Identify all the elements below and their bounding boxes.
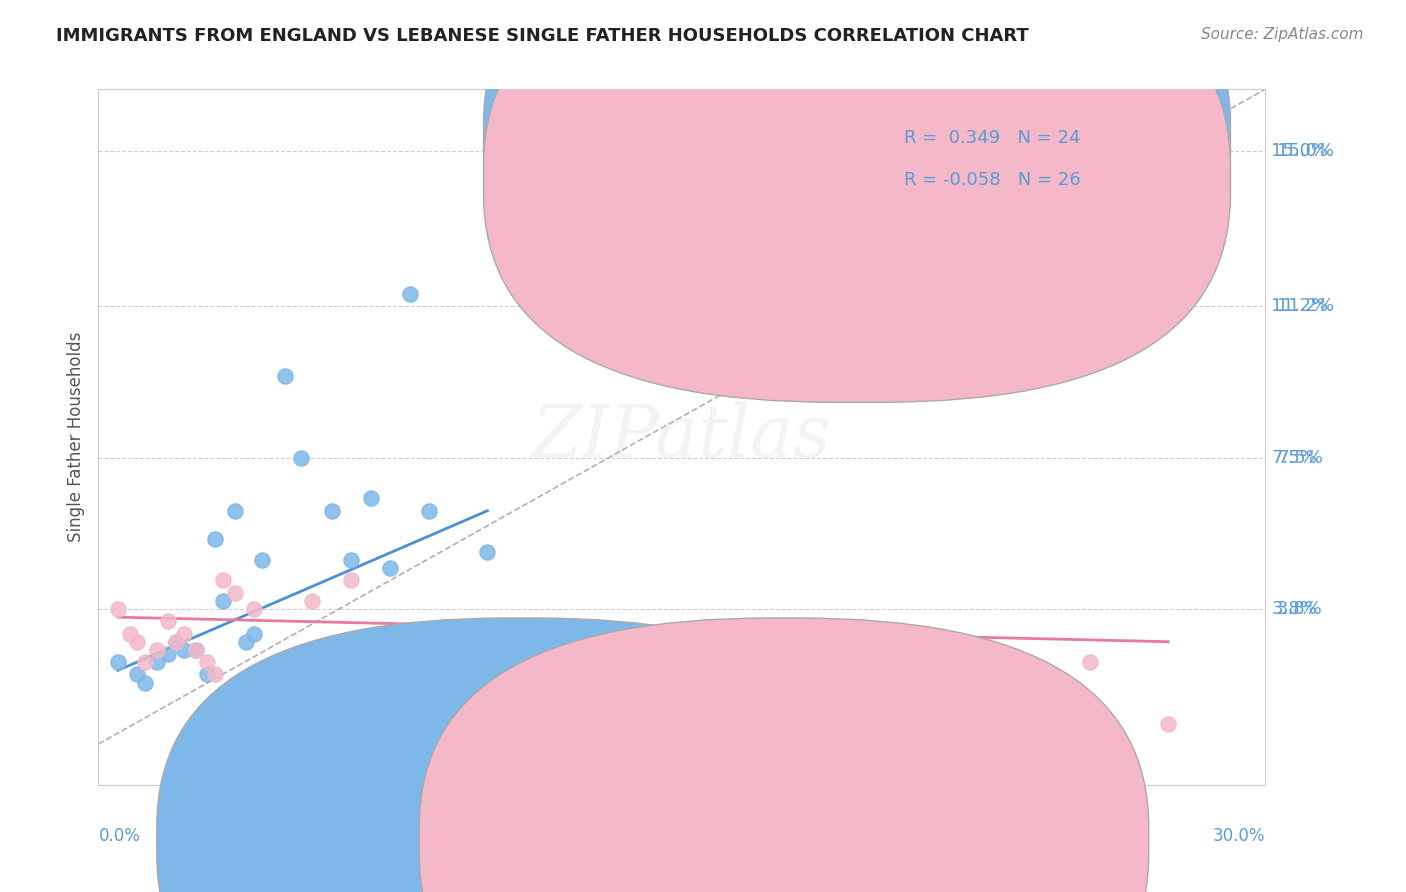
Point: [173, 626, 195, 640]
Point: [107, 655, 129, 669]
Point: [690, 675, 713, 690]
Point: [398, 286, 420, 301]
Point: [146, 655, 169, 669]
FancyBboxPatch shape: [823, 110, 1230, 208]
Text: ZIPatlas: ZIPatlas: [531, 401, 832, 473]
Point: [250, 553, 273, 567]
Point: [943, 643, 966, 657]
Point: [224, 504, 246, 518]
Point: [380, 561, 402, 575]
Point: [1157, 716, 1180, 731]
Text: 15.0%: 15.0%: [1277, 142, 1334, 160]
Point: [290, 450, 312, 465]
Point: [301, 594, 323, 608]
Point: [134, 655, 156, 669]
Text: R = -0.058   N = 26: R = -0.058 N = 26: [904, 170, 1080, 188]
Point: [380, 655, 402, 669]
Point: [360, 491, 382, 506]
Point: [274, 368, 297, 383]
Point: [134, 675, 156, 690]
Text: 0.0%: 0.0%: [98, 827, 141, 845]
Text: 3.8%: 3.8%: [1277, 600, 1323, 618]
Point: [554, 643, 576, 657]
Point: [165, 634, 187, 648]
Point: [321, 504, 343, 518]
Text: Immigrants from England: Immigrants from England: [541, 835, 754, 853]
FancyBboxPatch shape: [484, 0, 1230, 402]
Text: 11.2%: 11.2%: [1271, 297, 1329, 315]
Point: [195, 655, 218, 669]
Point: [340, 553, 363, 567]
FancyBboxPatch shape: [484, 0, 1230, 360]
Y-axis label: Single Father Households: Single Father Households: [66, 332, 84, 542]
Point: [477, 737, 499, 751]
Point: [274, 667, 297, 681]
Point: [195, 667, 218, 681]
Text: IMMIGRANTS FROM ENGLAND VS LEBANESE SINGLE FATHER HOUSEHOLDS CORRELATION CHART: IMMIGRANTS FROM ENGLAND VS LEBANESE SING…: [56, 27, 1029, 45]
Point: [235, 634, 257, 648]
Point: [418, 504, 440, 518]
Point: [1080, 655, 1102, 669]
Point: [118, 626, 141, 640]
Point: [157, 647, 180, 661]
Text: 30.0%: 30.0%: [1213, 827, 1265, 845]
Point: [173, 643, 195, 657]
Point: [107, 602, 129, 616]
Point: [340, 574, 363, 588]
Text: 3.8%: 3.8%: [1271, 600, 1317, 618]
Text: Source: ZipAtlas.com: Source: ZipAtlas.com: [1201, 27, 1364, 42]
FancyBboxPatch shape: [419, 618, 1149, 892]
Text: 7.5%: 7.5%: [1271, 449, 1317, 467]
Text: R =  0.349   N = 24: R = 0.349 N = 24: [904, 129, 1080, 147]
Point: [146, 643, 169, 657]
FancyBboxPatch shape: [157, 618, 886, 892]
Text: 11.2%: 11.2%: [1277, 297, 1334, 315]
Text: Lebanese: Lebanese: [808, 835, 887, 853]
Point: [212, 574, 235, 588]
Point: [165, 634, 187, 648]
Point: [204, 667, 226, 681]
Point: [204, 533, 226, 547]
Point: [243, 602, 266, 616]
Point: [184, 643, 207, 657]
Point: [212, 594, 235, 608]
Point: [157, 614, 180, 628]
Point: [127, 634, 149, 648]
Point: [243, 626, 266, 640]
Point: [865, 667, 887, 681]
Point: [184, 643, 207, 657]
Point: [224, 585, 246, 599]
Text: 7.5%: 7.5%: [1277, 449, 1323, 467]
Point: [127, 667, 149, 681]
Point: [418, 683, 440, 698]
Point: [477, 544, 499, 558]
Text: 15.0%: 15.0%: [1271, 142, 1329, 160]
